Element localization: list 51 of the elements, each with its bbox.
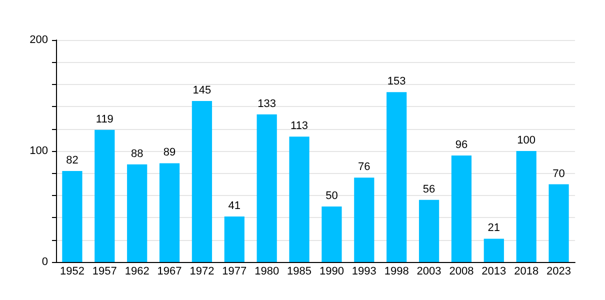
bar (386, 92, 407, 262)
x-tick-label: 1967 (157, 266, 182, 278)
bar (322, 206, 342, 262)
x-tick-label: 1993 (352, 266, 376, 278)
bar (127, 164, 148, 262)
bar (451, 155, 472, 262)
data-label: 88 (130, 148, 144, 160)
bar (548, 184, 569, 262)
bar (516, 151, 536, 262)
bar (159, 163, 180, 262)
data-label: 41 (228, 200, 241, 212)
data-label: 50 (326, 190, 338, 202)
bar (354, 178, 374, 262)
x-tick-label: 1990 (319, 266, 344, 278)
data-label: 82 (66, 154, 78, 166)
bar (192, 101, 212, 262)
bar (256, 114, 277, 262)
x-tick-label: 2008 (449, 266, 474, 278)
y-tick-label: 200 (30, 34, 48, 46)
x-tick-label: 1985 (287, 266, 312, 278)
x-tick-label: 1980 (254, 266, 280, 278)
x-tick-label: 1962 (124, 266, 150, 278)
y-tick-label: 100 (30, 145, 48, 157)
x-tick-label: 1952 (60, 266, 84, 278)
x-tick-label: 1998 (384, 266, 409, 278)
data-label: 70 (552, 168, 565, 180)
data-label: 133 (258, 98, 276, 110)
data-label: 96 (455, 138, 468, 151)
x-tick-label: 2018 (514, 266, 539, 278)
x-tick-label: 1977 (222, 266, 247, 278)
x-tick-label: 1957 (92, 266, 117, 278)
data-label: 100 (517, 134, 536, 146)
x-tick-label: 2003 (416, 266, 442, 278)
data-label: 56 (422, 183, 436, 196)
x-tick-label: 1972 (190, 266, 214, 278)
bar (224, 216, 244, 262)
bar (94, 130, 115, 262)
data-label: 145 (192, 84, 212, 97)
bar (289, 136, 310, 262)
data-label: 113 (290, 120, 308, 132)
x-tick-label: 2013 (482, 266, 506, 278)
data-label: 153 (387, 76, 406, 88)
data-label: 89 (163, 146, 176, 159)
data-label: 76 (358, 161, 370, 174)
data-label: 21 (488, 222, 500, 234)
x-tick-label: 2023 (546, 266, 572, 278)
data-label: 119 (96, 113, 114, 126)
bar (62, 170, 82, 262)
bar (418, 200, 440, 262)
y-tick-label: 0 (42, 256, 48, 268)
bar (484, 238, 504, 262)
